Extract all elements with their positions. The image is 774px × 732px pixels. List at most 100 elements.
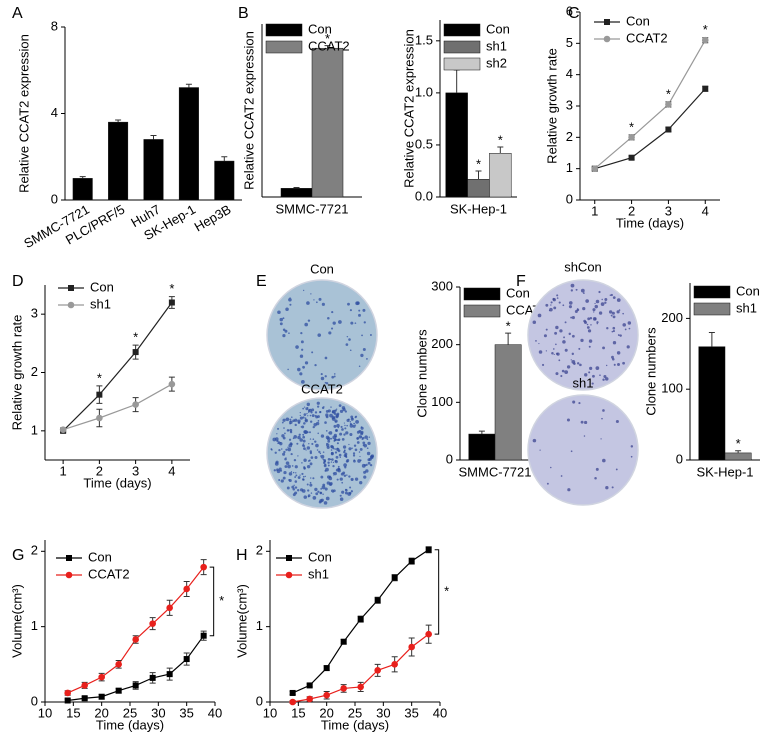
point [289, 698, 296, 706]
colony [360, 426, 364, 430]
point [323, 691, 330, 699]
colony [294, 476, 297, 478]
colony [306, 446, 311, 450]
x-axis-label: Time (days) [616, 215, 684, 230]
colony [562, 340, 566, 344]
colony [600, 302, 605, 306]
colony [591, 382, 594, 385]
colony [612, 329, 615, 333]
colony [319, 452, 322, 455]
colony [363, 470, 367, 474]
colony [332, 464, 335, 468]
colony [624, 328, 627, 331]
colony [273, 469, 276, 472]
colony [285, 461, 290, 465]
series-line [67, 635, 205, 702]
point [701, 36, 709, 44]
colony [558, 359, 561, 362]
colony [611, 486, 614, 489]
colony [344, 424, 346, 427]
colony [278, 449, 281, 452]
colony [579, 363, 582, 367]
colony [341, 428, 344, 431]
colony [568, 301, 573, 305]
point [200, 632, 207, 639]
legend-label: Con [486, 21, 510, 36]
colony [343, 463, 347, 467]
colony [604, 298, 608, 302]
colony [582, 307, 586, 311]
colony [584, 320, 588, 325]
y-tick-label: 2 [566, 129, 573, 144]
colony [314, 487, 318, 492]
x-tick-label: 2 [96, 463, 103, 478]
y-tick-label: 5 [566, 35, 573, 50]
legend-label: sh2 [486, 55, 507, 70]
colony [369, 334, 372, 336]
colony [627, 321, 632, 325]
colony [548, 310, 551, 312]
y-axis-label: Relative growth rate [9, 315, 24, 431]
colony [366, 447, 369, 450]
colony [555, 372, 559, 376]
colony [588, 345, 591, 348]
significance-mark: * [169, 281, 174, 296]
colony [602, 458, 606, 463]
colony [297, 455, 299, 457]
y-tick-label: 200 [661, 310, 683, 325]
point [628, 134, 635, 141]
point [374, 667, 381, 674]
x-axis-label: Time (days) [96, 717, 164, 732]
colony [325, 382, 329, 385]
colony [307, 495, 310, 498]
colony [309, 462, 313, 466]
colony [326, 445, 330, 450]
colony [339, 497, 344, 501]
colony [304, 417, 307, 420]
x-tick-label: 25 [348, 705, 362, 720]
colony [362, 347, 366, 351]
colony [555, 325, 559, 330]
colony [303, 406, 306, 408]
colony [545, 303, 549, 307]
colony [318, 500, 322, 504]
colony [322, 458, 324, 460]
y-tick-label: 3 [566, 97, 573, 112]
colony [326, 436, 331, 441]
colony [352, 454, 356, 457]
colony [333, 375, 336, 378]
x-tick-label: SMMC-7721 [276, 201, 349, 216]
colony [570, 283, 575, 288]
colony [358, 313, 361, 317]
colony [312, 425, 315, 429]
colony [543, 334, 547, 338]
colony [318, 297, 322, 301]
colony [302, 416, 305, 419]
colony [304, 322, 309, 327]
colony [309, 420, 313, 423]
x-tick-label: Hep3B [192, 202, 234, 235]
bar [178, 87, 199, 201]
colony [331, 375, 334, 379]
colony [366, 451, 371, 456]
point [702, 85, 709, 92]
y-axis-label: Relative CCAT2 expression [241, 31, 256, 190]
colony [598, 311, 603, 315]
colony [341, 406, 346, 410]
colony [323, 406, 325, 408]
colony [325, 415, 329, 419]
colony [327, 440, 331, 443]
colony [347, 302, 350, 306]
y-tick-label: 0 [446, 451, 453, 466]
colony [284, 465, 288, 468]
colony [330, 489, 334, 493]
colony [341, 490, 345, 494]
colony [598, 290, 601, 294]
colony [560, 374, 563, 378]
colony [595, 299, 600, 304]
panel-letter: E [256, 273, 267, 290]
x-tick-label: 2 [628, 203, 635, 218]
colony [362, 441, 366, 445]
colony [550, 466, 552, 469]
colony [325, 496, 330, 501]
